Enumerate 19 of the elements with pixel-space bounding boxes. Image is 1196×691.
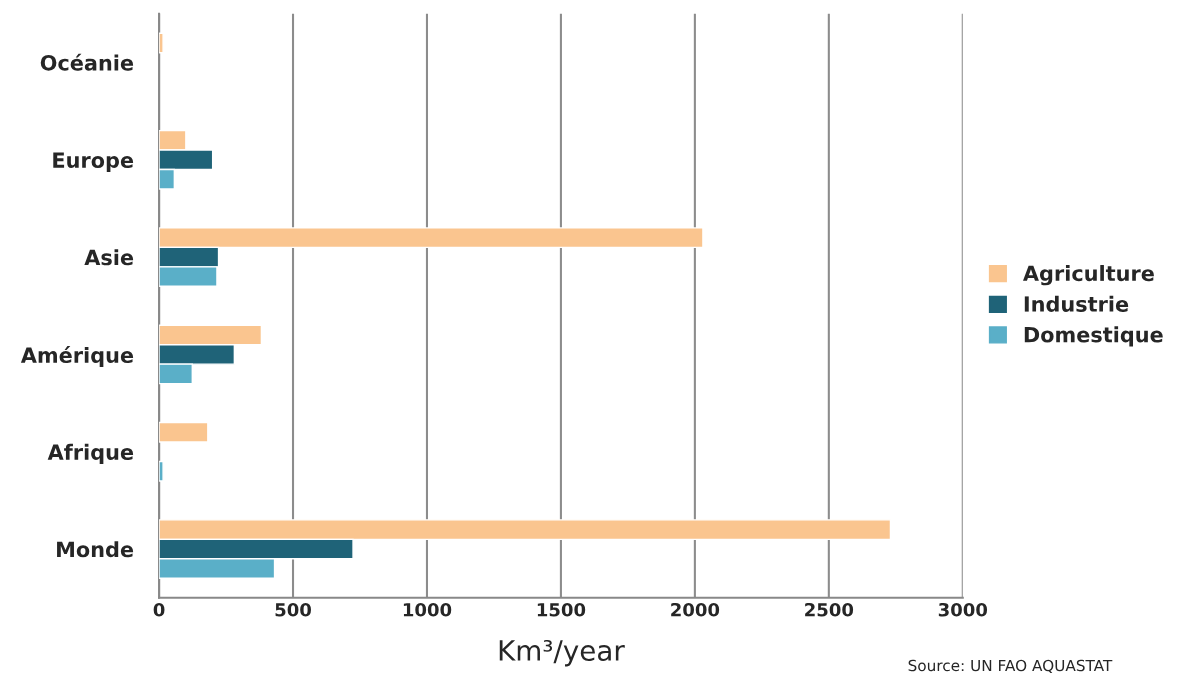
y-tick-label: Monde [57, 541, 134, 558]
x-tick-label: 0 [153, 602, 165, 617]
x-tick-label: 2000 [671, 602, 720, 617]
legend-label: Domestique [1024, 326, 1163, 347]
y-tick-label: Asie [84, 249, 134, 266]
x-tick-label: 1500 [537, 602, 586, 617]
x-tick-label: 2500 [805, 602, 854, 617]
x-tick-label: 500 [275, 602, 311, 617]
legend-label: Agriculture [1023, 265, 1154, 286]
x-tick-label: 3000 [938, 602, 988, 617]
y-tick-label: Océanie [40, 53, 134, 71]
bar [159, 421, 209, 443]
x-axis-title: Km³/year [499, 639, 625, 667]
legend-label: Industrie [1024, 295, 1129, 312]
source-note: Source: UN FAO AQUASTAT [908, 659, 1113, 673]
x-tick-label: 1000 [403, 602, 452, 617]
y-tick-label: Afrique [47, 443, 134, 464]
y-tick-label: Amérique [20, 346, 134, 368]
y-tick-label: Europe [53, 152, 134, 173]
